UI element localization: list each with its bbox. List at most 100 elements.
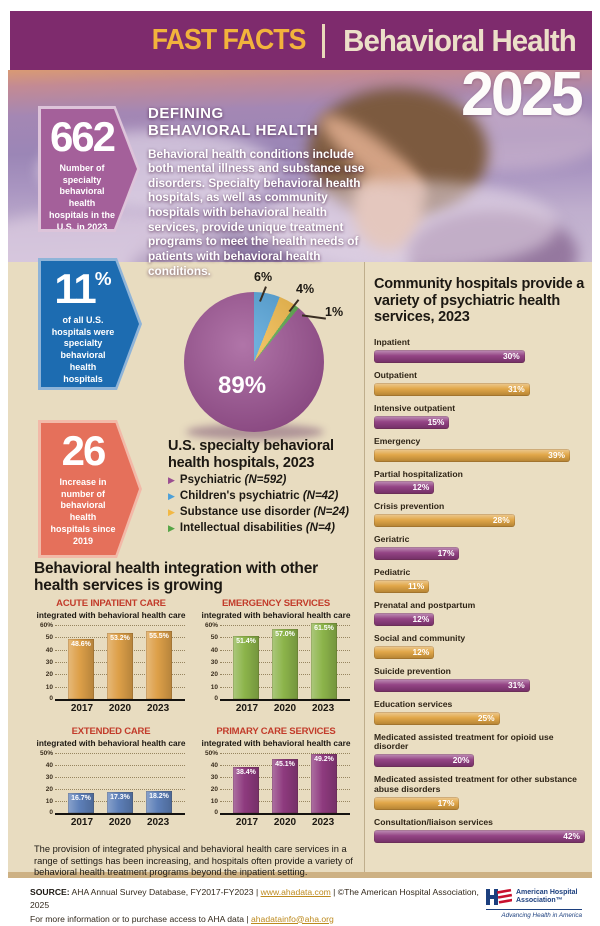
service-bar: 11% xyxy=(374,580,430,594)
pie-slice-label-childrens: 6% xyxy=(254,270,273,284)
bar-2017: 48.6% xyxy=(68,639,94,699)
service-row-inpatient: Inpatient 30% xyxy=(374,337,585,363)
bar-2023: 18.2% xyxy=(146,791,172,813)
chart-subtitle: integrated with behavioral health care xyxy=(201,610,351,620)
footer-divider xyxy=(8,872,592,878)
badge-content: 11% of all U.S. hospitals were specialty… xyxy=(41,261,139,387)
mini-chart-emergency: EMERGENCY SERVICES integrated with behav… xyxy=(200,598,352,714)
service-bar: 15% xyxy=(374,415,450,429)
bar-2023: 61.5% xyxy=(311,623,337,699)
legend-arrow-icon: ▶ xyxy=(168,506,175,517)
bar-2017: 16.7% xyxy=(68,792,94,813)
footer: SOURCE: AHA Annual Survey Database, FY20… xyxy=(8,878,592,926)
pie-legend: ▶ Psychiatric (N=592) ▶ Children's psych… xyxy=(168,474,349,538)
x-axis-labels: 2017 2020 2023 xyxy=(70,703,170,714)
pie-title: U.S. specialty behavioral health hospita… xyxy=(168,438,334,471)
chart-plot: 60% 50 40 30 20 10 0 51.4% 57.0% 61.5% xyxy=(205,622,350,702)
service-row-prenatal-postpartum: Prenatal and postpartum 12% xyxy=(374,600,476,626)
legend-item-intellectual: ▶ Intellectual disabilities (N=4) xyxy=(168,522,335,534)
aha-logo-icon xyxy=(486,888,512,905)
integration-heading: Behavioral health integration with other… xyxy=(34,560,318,595)
defining-title: DEFINING BEHAVIORAL HEALTH xyxy=(148,105,319,139)
services-heading: Community hospitals provide a variety of… xyxy=(374,276,585,326)
service-bar: 31% xyxy=(374,678,530,692)
service-bar: 12% xyxy=(374,612,435,626)
chart-plot: 50% 40 30 20 10 0 38.4% 45.1% 49.2% xyxy=(205,750,350,816)
legend-arrow-icon: ▶ xyxy=(168,474,175,485)
badge-content: 662 Number of specialty behavioral healt… xyxy=(41,109,137,229)
stat-label: Number of specialty behavioral health ho… xyxy=(49,163,116,232)
service-bar: 31% xyxy=(374,382,530,396)
service-row-crisis-prevention: Crisis prevention 28% xyxy=(374,502,585,528)
pie-slice-label-psychiatric: 89% xyxy=(218,372,267,399)
bar-2020: 17.3% xyxy=(107,792,133,813)
legend-item-childrens: ▶ Children's psychiatric (N=42) xyxy=(168,490,339,502)
badge-content: 26 Increase in number of behavioral heal… xyxy=(41,423,139,555)
integration-caption: The provision of integrated physical and… xyxy=(34,844,353,878)
service-row-consultation-liaison: Consultation/liaison services 42% xyxy=(374,817,585,843)
service-row-emergency: Emergency 39% xyxy=(374,436,585,462)
chart-plot: 60% 50 40 30 20 10 0 48.6% 53.2% 55.5% xyxy=(40,622,185,702)
ahadata-link[interactable]: www.ahadata.com xyxy=(260,887,331,897)
aha-logo: American Hospital Association™ Advancing… xyxy=(486,886,582,926)
service-row-pediatric: Pediatric 11% xyxy=(374,567,585,594)
service-row-social-community: Social and community 12% xyxy=(374,632,466,659)
service-bar: 25% xyxy=(374,711,500,725)
pie-shadow xyxy=(186,424,324,440)
pie-slice-label-intellectual: 1% xyxy=(325,305,344,319)
service-row-intensive-outpatient: Intensive outpatient 15% xyxy=(374,402,456,429)
bar-2017: 51.4% xyxy=(233,635,259,699)
ahadata-email-link[interactable]: ahadatainfo@aha.org xyxy=(251,913,334,924)
service-bar: 12% xyxy=(374,645,435,659)
bar-2023: 55.5% xyxy=(146,630,172,699)
source-text: SOURCE: AHA Annual Survey Database, FY20… xyxy=(30,887,479,924)
defining-body: Behavioral health conditions include bot… xyxy=(148,146,365,278)
stat-label: Increase in number of behavioral health … xyxy=(50,477,116,546)
service-bar: 17% xyxy=(374,547,460,561)
stat-badge-11pct: 11% of all U.S. hospitals were specialty… xyxy=(38,258,142,390)
pie-chart xyxy=(184,292,324,432)
chart-title: EXTENDED CARE xyxy=(71,726,151,737)
chart-subtitle: integrated with behavioral health care xyxy=(36,738,186,748)
bar-2020: 57.0% xyxy=(272,628,298,699)
chart-title: PRIMARY CARE SERVICES xyxy=(216,726,336,737)
fast-facts-label: FAST FACTS xyxy=(151,24,307,56)
mini-chart-acute-inpatient: ACUTE INPATIENT CARE integrated with beh… xyxy=(35,598,187,714)
stat-badge-26: 26 Increase in number of behavioral heal… xyxy=(38,420,142,558)
bar-2017: 38.4% xyxy=(233,766,259,813)
stat-label: of all U.S. hospitals were specialty beh… xyxy=(51,315,115,384)
pie-slice-label-substance: 4% xyxy=(296,282,315,296)
service-row-geriatric: Geriatric 17% xyxy=(374,534,585,561)
cloud-shape xyxy=(258,180,558,262)
x-axis-labels: 2017 2020 2023 xyxy=(235,703,335,714)
legend-arrow-icon: ▶ xyxy=(168,490,175,501)
service-row-outpatient: Outpatient 31% xyxy=(374,370,585,396)
header-divider xyxy=(322,23,326,58)
defining-section: DEFINING BEHAVIORAL HEALTH Behavioral he… xyxy=(148,105,366,278)
bar-2020: 53.2% xyxy=(107,633,133,699)
service-row-suicide-prevention: Suicide prevention 31% xyxy=(374,666,585,692)
service-row-education-services: Education services 25% xyxy=(374,699,585,725)
services-panel: Community hospitals provide a variety of… xyxy=(364,262,592,872)
service-bar: 17% xyxy=(374,797,460,811)
aha-tagline: Advancing Health in America xyxy=(486,909,582,919)
service-bar: 28% xyxy=(374,514,515,528)
bar-2020: 45.1% xyxy=(272,758,298,813)
service-bar: 12% xyxy=(374,481,435,495)
mini-chart-primary-care: PRIMARY CARE SERVICES integrated with be… xyxy=(200,726,352,828)
chart-plot: 50% 40 30 20 10 0 16.7% 17.3% 18.2% xyxy=(40,750,185,816)
legend-arrow-icon: ▶ xyxy=(168,522,175,533)
chart-title: ACUTE INPATIENT CARE xyxy=(56,598,166,609)
service-bar: 30% xyxy=(374,349,525,363)
stat-badge-662: 662 Number of specialty behavioral healt… xyxy=(38,106,140,232)
service-bar: 42% xyxy=(374,829,585,843)
chart-subtitle: integrated with behavioral health care xyxy=(201,738,351,748)
service-bar: 39% xyxy=(374,448,570,462)
legend-item-substance: ▶ Substance use disorder (N=24) xyxy=(168,506,349,518)
stat-value: 662 xyxy=(49,113,116,160)
year-label: 2025 xyxy=(461,60,583,129)
chart-subtitle: integrated with behavioral health care xyxy=(36,610,186,620)
service-row-mat-opioid: Medicated assisted treatment for opioid … xyxy=(374,731,554,768)
stat-value: 26 xyxy=(61,427,107,474)
mini-chart-extended-care: EXTENDED CARE integrated with behavioral… xyxy=(35,726,187,828)
